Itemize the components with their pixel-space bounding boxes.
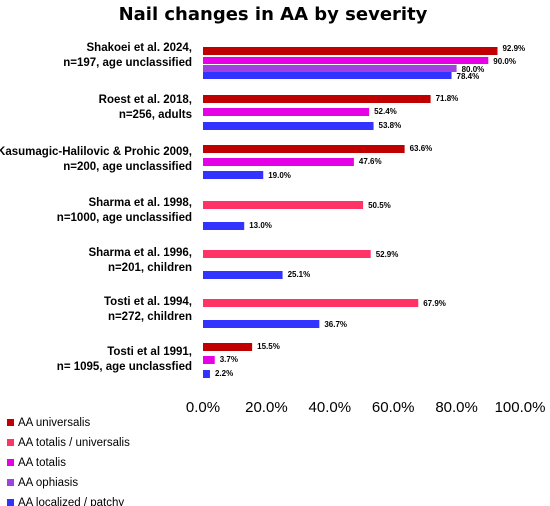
bar-value-label: 15.5% <box>257 342 280 351</box>
bar <box>203 95 431 103</box>
category-label: Sharma et al. 1996, n=201, children <box>88 247 192 274</box>
legend: AA universalis AA totalis / universalis AA… <box>7 417 130 506</box>
legend-swatch <box>7 419 14 426</box>
bar-value-label: 13.0% <box>249 221 272 230</box>
category-label-line1: Shakoei et al. 2024, <box>87 42 192 54</box>
bar <box>203 299 419 307</box>
bar <box>203 145 405 153</box>
category-label-line1: Roest et al. 2018, <box>99 94 192 106</box>
bar-value-label: 47.6% <box>359 157 382 166</box>
bar <box>203 171 264 179</box>
legend-label: AA ophiasis <box>18 477 78 489</box>
legend-swatch <box>7 479 14 486</box>
x-tick-label: 60.0% <box>372 399 415 416</box>
bar <box>203 47 498 55</box>
category-label: Tosti et al 1991, n= 1095, age unclassfie… <box>57 346 192 373</box>
bar-value-label: 52.4% <box>374 107 397 116</box>
bar <box>203 108 370 116</box>
category-label-line2: n= 1095, age unclassfied <box>57 361 192 373</box>
bar-value-label: 67.9% <box>423 299 446 308</box>
bar-value-label: 25.1% <box>288 270 311 279</box>
bar-value-label: 2.2% <box>215 369 233 378</box>
bar <box>203 370 210 378</box>
bar-value-label: 71.8% <box>436 94 459 103</box>
category-label-line1: Sharma et al. 1996, <box>88 247 192 259</box>
bar <box>203 72 452 79</box>
legend-swatch <box>7 459 14 466</box>
bar-value-label: 52.9% <box>376 250 399 259</box>
bar <box>203 343 253 351</box>
bar-value-label: 78.4% <box>457 72 480 81</box>
category-label-line1: Tosti et al 1991, <box>107 346 192 358</box>
category-label: Sharma et al. 1998, n=1000, age unclassif… <box>57 197 192 224</box>
chart-title: Nail changes in AA by severity <box>119 4 428 25</box>
category-label-line1: Kasumagic-Halilovic & Prohic 2009, <box>0 146 192 158</box>
bar-value-label: 19.0% <box>268 171 291 180</box>
bar-value-label: 92.9% <box>502 44 525 53</box>
legend-label: AA totalis <box>18 457 66 469</box>
x-tick-label: 100.0% <box>495 399 546 416</box>
bar-value-label: 36.7% <box>324 320 347 329</box>
category-label-line2: n=197, age unclassified <box>63 57 192 69</box>
x-tick-label: 40.0% <box>309 399 352 416</box>
bar <box>203 57 489 64</box>
bar-value-label: 3.7% <box>220 355 238 364</box>
legend-swatch <box>7 439 14 446</box>
legend-swatch <box>7 499 14 506</box>
x-axis-ticks: 0.0% 20.0% 40.0% 60.0% 80.0% 100.0% <box>186 399 546 416</box>
category-label: Roest et al. 2018, n=256, adults <box>99 94 192 121</box>
category-label-line2: n=256, adults <box>119 109 192 121</box>
bar <box>203 201 364 209</box>
bar-value-label: 53.8% <box>379 121 402 130</box>
category-label-line1: Tosti et al. 1994, <box>104 296 192 308</box>
category-label-line2: n=200, age unclassified <box>63 161 192 173</box>
legend-label: AA universalis <box>18 417 90 429</box>
bar <box>203 65 457 72</box>
legend-label: AA totalis / universalis <box>18 437 130 449</box>
bar <box>203 271 283 279</box>
category-label-line1: Sharma et al. 1998, <box>88 197 192 209</box>
category-label-line2: n=201, children <box>108 262 192 274</box>
x-tick-label: 80.0% <box>435 399 478 416</box>
x-tick-label: 0.0% <box>186 399 220 416</box>
bar <box>203 356 215 364</box>
bar <box>203 250 371 258</box>
bar <box>203 320 320 328</box>
category-label: Shakoei et al. 2024, n=197, age unclassif… <box>63 42 192 69</box>
bar-value-label: 80.0% <box>462 65 485 74</box>
category-label-line2: n=272, children <box>108 311 192 323</box>
category-label: Tosti et al. 1994, n=272, children <box>104 296 192 323</box>
category-label-line2: n=1000, age unclassified <box>57 212 192 224</box>
legend-label: AA localized / patchy <box>18 497 124 506</box>
category-labels: Shakoei et al. 2024, n=197, age unclassif… <box>0 42 192 373</box>
bar-value-label: 90.0% <box>493 57 516 66</box>
x-tick-label: 20.0% <box>245 399 288 416</box>
bar-value-label: 50.5% <box>368 201 391 210</box>
bars-group: 92.9% 90.0% 80.0%78.4% 71.8% 52.4% 53.8% 63.6%… <box>203 44 525 378</box>
bar <box>203 158 354 166</box>
bar-value-label: 63.6% <box>410 144 433 153</box>
bar <box>203 222 245 230</box>
bar <box>203 122 374 130</box>
category-label: Kasumagic-Halilovic & Prohic 2009, n=200,… <box>0 146 192 173</box>
